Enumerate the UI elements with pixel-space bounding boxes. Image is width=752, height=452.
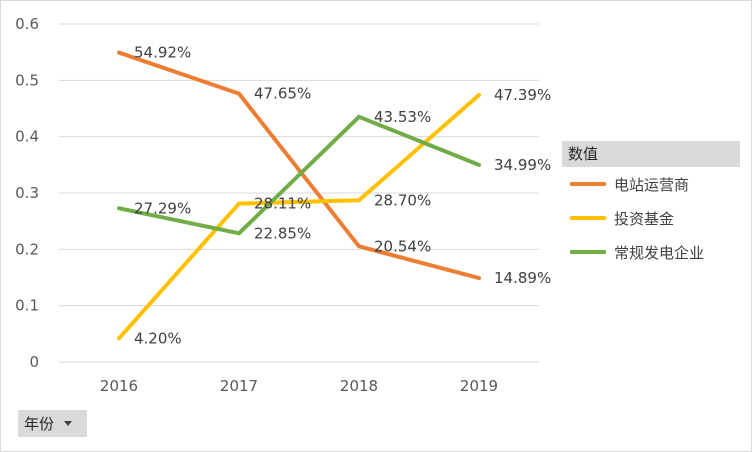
data-label: 28.70%: [374, 191, 431, 209]
y-tick-label: 0.3: [15, 184, 39, 202]
data-label: 34.99%: [494, 156, 551, 174]
x-tick-label: 2017: [220, 377, 258, 395]
x-tick-label: 2019: [460, 377, 498, 395]
series-line-0: [117, 50, 481, 281]
data-label: 28.11%: [254, 195, 311, 213]
legend-label: 投资基金: [614, 209, 675, 228]
year-filter-label: 年份: [24, 415, 55, 433]
legend-swatch: [570, 250, 606, 254]
y-tick-label: 0.5: [15, 71, 39, 89]
data-label: 47.65%: [254, 85, 311, 103]
y-tick-label: 0.1: [15, 297, 39, 315]
legend-label: 常规发电企业: [614, 243, 705, 262]
y-tick-label: 0.4: [15, 128, 39, 146]
data-label: 47.39%: [494, 86, 551, 104]
x-tick-label: 2018: [340, 377, 378, 395]
data-label: 14.89%: [494, 269, 551, 287]
legend-title[interactable]: 数值: [562, 141, 740, 167]
legend-swatch: [570, 216, 606, 220]
legend: 数值 电站运营商 投资基金 常规发电企业: [562, 141, 740, 269]
legend-swatch: [570, 182, 606, 186]
data-label: 22.85%: [254, 224, 311, 242]
y-tick-label: 0.2: [15, 240, 39, 258]
dropdown-arrow-icon: [64, 421, 73, 426]
x-tick-label: 2016: [100, 377, 138, 395]
y-tick-label: 0: [29, 353, 39, 371]
year-filter-button[interactable]: 年份: [18, 410, 87, 437]
data-label: 54.92%: [134, 44, 191, 62]
legend-label: 电站运营商: [614, 175, 690, 194]
legend-item-investment-fund[interactable]: 投资基金: [562, 201, 740, 235]
legend-item-power-operator[interactable]: 电站运营商: [562, 167, 740, 201]
series-line-2: [117, 114, 481, 236]
series-line-1: [117, 93, 481, 341]
data-label: 27.29%: [134, 199, 191, 217]
data-label: 4.20%: [134, 329, 182, 347]
legend-item-conventional-power[interactable]: 常规发电企业: [562, 235, 740, 269]
y-tick-label: 0.6: [15, 15, 39, 33]
data-label: 43.53%: [374, 108, 431, 126]
data-label: 20.54%: [374, 237, 431, 255]
